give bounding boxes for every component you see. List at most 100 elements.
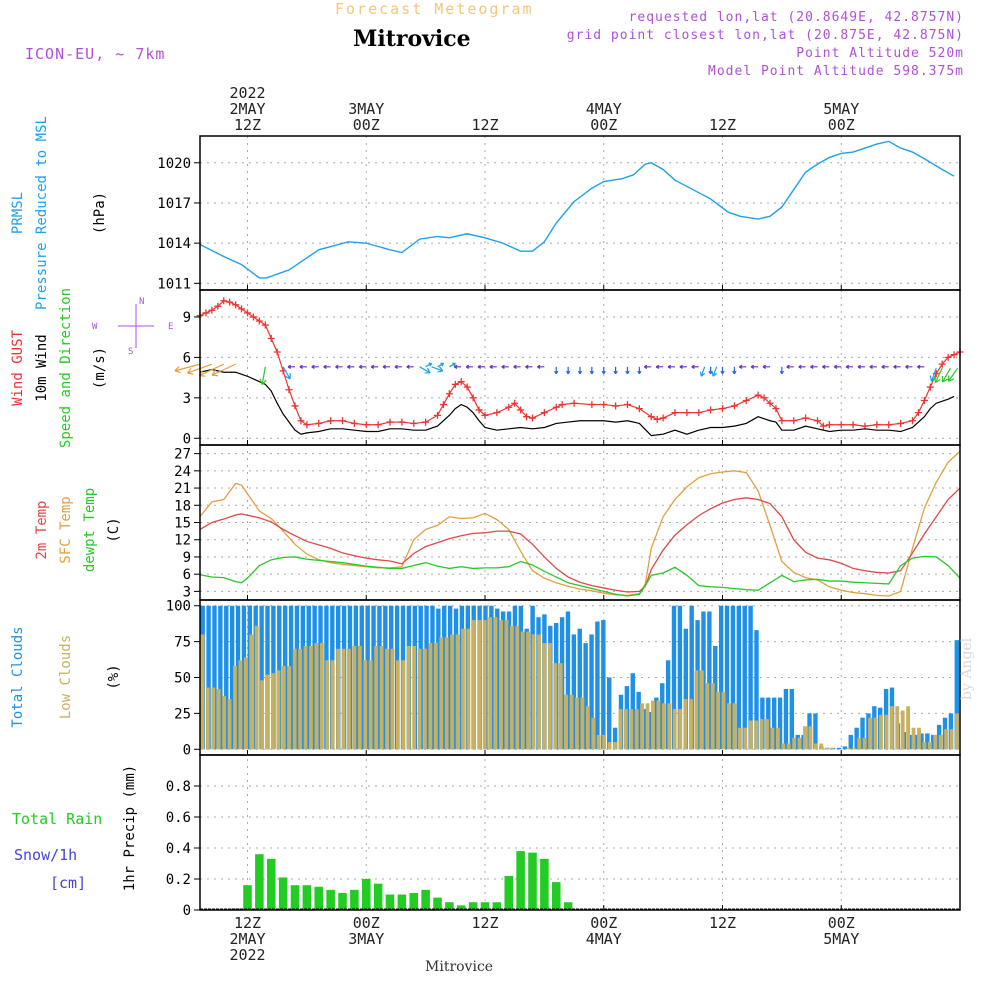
wind-arrow xyxy=(358,364,367,369)
wind-arrow xyxy=(708,366,713,375)
low-cloud-bar xyxy=(499,620,503,750)
wind-gust-marker xyxy=(695,409,703,417)
rain-bar xyxy=(528,852,537,910)
wind-arrow xyxy=(779,366,785,375)
low-cloud-bar xyxy=(656,700,661,750)
low-cloud-bar xyxy=(721,691,726,750)
wind-gust-marker xyxy=(232,301,240,309)
wind-gust-marker xyxy=(612,402,620,410)
wind-gust-marker xyxy=(208,306,216,314)
rain-bar xyxy=(302,885,312,910)
wind-arrow xyxy=(869,364,877,369)
y-tick-label: 3 xyxy=(183,584,191,600)
total-cloud-bar xyxy=(860,717,865,750)
y-tick-label: 6 xyxy=(183,567,191,583)
low-cloud-bar xyxy=(716,691,721,750)
wind-gust-marker xyxy=(849,421,857,429)
wind-gust-marker xyxy=(938,360,946,368)
low-cloud-bar xyxy=(792,737,797,750)
low-cloud-bar xyxy=(249,634,254,750)
wind-arrow xyxy=(382,364,390,369)
wind-gust-marker xyxy=(837,421,845,429)
low-cloud-bar xyxy=(526,631,531,750)
low-cloud-bar xyxy=(357,645,362,750)
low-cloud-bar xyxy=(547,643,552,750)
bottom-time-label: 4MAY xyxy=(586,930,622,948)
panel-pressure: 1011 1014 1017 1020 xyxy=(157,156,960,292)
bottom-time-label: 12Z xyxy=(709,914,736,932)
low-cloud-bar xyxy=(564,694,569,750)
wind-arrow xyxy=(947,367,959,382)
wind-gust-marker xyxy=(517,406,525,414)
wind-gust-marker xyxy=(220,297,228,305)
wind-arrow xyxy=(934,367,943,384)
wind-gust-marker xyxy=(540,409,548,417)
total-cloud-bar xyxy=(442,605,447,750)
bottom-time-label: 2MAY xyxy=(229,930,265,948)
low-cloud-bar xyxy=(602,734,607,750)
total-cloud-bar xyxy=(713,645,718,750)
low-clouds-bars xyxy=(200,617,959,750)
low-cloud-bar xyxy=(623,709,628,750)
wind-arrow xyxy=(750,364,759,369)
y-tick-label: 15 xyxy=(174,516,191,532)
top-time-label: 12Z xyxy=(234,116,261,134)
total-cloud-bar xyxy=(306,605,311,750)
bottom-time-label: 5MAY xyxy=(823,930,859,948)
total-cloud-bar xyxy=(359,605,364,750)
low-cloud-bar xyxy=(759,719,764,750)
snow-unit: [cm] xyxy=(50,874,86,892)
low-cloud-bar xyxy=(471,620,476,750)
wind-arrow xyxy=(699,366,706,377)
panel-wind: 0 3 6 9 xyxy=(183,310,960,447)
total-cloud-bar xyxy=(683,628,688,750)
rain-bar xyxy=(516,851,525,910)
low-cloud-bar xyxy=(466,628,471,750)
pressure-label-msl: Pressure Reduced to MSL xyxy=(34,116,50,310)
wind-arrow xyxy=(822,364,830,369)
low-cloud-bar xyxy=(857,737,862,750)
bottom-time-label: 00Z xyxy=(828,914,855,932)
wind-gust-marker xyxy=(255,317,263,325)
wind-gust-marker xyxy=(659,414,667,422)
compass-east: E xyxy=(168,322,173,332)
low-cloud-bar xyxy=(629,709,634,750)
y-tick-label: 1014 xyxy=(157,236,191,252)
low-cloud-bar xyxy=(493,617,498,750)
wind-gust-marker xyxy=(481,411,489,419)
y-tick-label: 21 xyxy=(174,481,191,497)
low-cloud-bar xyxy=(439,637,444,750)
total-cloud-bar xyxy=(689,605,694,750)
wind-gust-marker xyxy=(600,401,608,409)
wind-gust-marker xyxy=(291,402,299,410)
low-cloud-bar xyxy=(906,706,911,750)
low-cloud-bar xyxy=(374,645,379,750)
rain-bar xyxy=(278,877,288,910)
wind-arrow xyxy=(941,367,952,383)
low-cloud-bar xyxy=(851,747,856,750)
panel-frame-pressure xyxy=(199,135,961,291)
low-cloud-bar xyxy=(450,634,455,750)
low-cloud-bar xyxy=(813,743,818,750)
wind-arrow xyxy=(406,364,414,369)
wind-gust-marker xyxy=(552,403,560,411)
total-cloud-bar xyxy=(430,605,435,750)
wind-arrow xyxy=(311,364,319,369)
total-cloud-bar xyxy=(259,605,264,750)
rain-bar xyxy=(468,902,478,910)
wind-arrow xyxy=(299,364,307,369)
rain-bar xyxy=(314,886,324,910)
panel-frame-precip xyxy=(199,754,961,911)
low-cloud-bar xyxy=(509,625,514,750)
low-cloud-bar xyxy=(900,710,905,750)
wind-arrow xyxy=(282,366,291,380)
y-tick-label: 0.2 xyxy=(166,872,191,888)
wind-gust-marker xyxy=(742,397,750,405)
low-cloud-bar xyxy=(276,670,281,750)
total-cloud-bar xyxy=(771,697,777,750)
total-cloud-bar xyxy=(654,697,659,750)
low-cloud-bar xyxy=(352,645,357,750)
wind-gust-marker xyxy=(814,417,821,425)
low-cloud-bar xyxy=(580,697,585,750)
